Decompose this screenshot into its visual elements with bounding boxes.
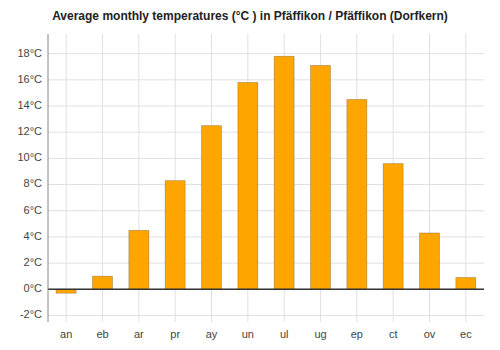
y-grid-line: [48, 53, 484, 54]
y-grid-line: [48, 289, 484, 290]
y-axis: -2°C 0°C 2°C 4°C 6°C 8°C 10°C 12°C 14°C 16°C 18°C: [17, 47, 42, 321]
x-tick-label: ay: [206, 328, 218, 340]
y-grid-line: [48, 263, 484, 264]
bar: [93, 276, 113, 289]
y-tick-label: 14°C: [17, 99, 42, 111]
y-tick-label: 6°C: [24, 204, 43, 216]
y-grid-line: [48, 210, 484, 211]
y-grid-line: [48, 315, 484, 316]
bar: [274, 56, 294, 289]
x-tick-label: ep: [351, 328, 363, 340]
x-tick-label: ov: [424, 328, 436, 340]
x-tick-label: ul: [280, 328, 289, 340]
x-tick-label: pr: [170, 328, 180, 340]
x-tick-label: ct: [389, 328, 398, 340]
bar: [420, 233, 440, 289]
bar: [165, 181, 185, 290]
y-tick-label: 4°C: [24, 230, 43, 242]
y-tick-label: 8°C: [24, 177, 43, 189]
baseline: [48, 289, 484, 291]
y-grid-line: [48, 106, 484, 107]
x-tick-label: ar: [134, 328, 144, 340]
y-grid-line: [48, 184, 484, 185]
chart-title: Average monthly temperatures (°C ) in Pf…: [52, 9, 448, 23]
y-grid-line: [48, 132, 484, 133]
y-tick-label: 12°C: [17, 125, 42, 137]
x-grid-line: [66, 34, 67, 322]
y-tick-label: 0°C: [24, 282, 43, 294]
bar: [129, 230, 149, 289]
page: {"chart_data": {"type": "bar", "title": …: [0, 0, 500, 350]
y-grid-line: [48, 236, 484, 237]
y-tick-label: 18°C: [17, 47, 42, 59]
grid: [48, 34, 484, 322]
y-grid-line: [48, 158, 484, 159]
y-tick-label: 10°C: [17, 151, 42, 163]
y-tick-label: -2°C: [20, 308, 42, 320]
x-tick-label: ec: [460, 328, 472, 340]
chart-svg: -2°C 0°C 2°C 4°C 6°C 8°C 10°C 12°C 14°C 16°C 18°C a…: [0, 0, 500, 350]
x-tick-label: ug: [314, 328, 326, 340]
x-axis: an eb ar pr ay un ul ug ep ct ov ec: [60, 328, 472, 340]
x-tick-label: an: [60, 328, 72, 340]
y-tick-label: 2°C: [24, 256, 43, 268]
bar: [311, 65, 331, 289]
y-axis-line: [48, 34, 49, 322]
y-grid-line: [48, 79, 484, 80]
bar: [238, 82, 258, 289]
bar: [383, 164, 403, 290]
chart-container: -2°C 0°C 2°C 4°C 6°C 8°C 10°C 12°C 14°C 16°C 18°C a…: [0, 0, 500, 350]
bar: [456, 277, 476, 289]
x-tick-label: eb: [96, 328, 108, 340]
x-tick-label: un: [242, 328, 254, 340]
bar: [347, 99, 367, 289]
y-tick-label: 16°C: [17, 73, 42, 85]
bar: [202, 126, 222, 290]
bars: [56, 56, 476, 293]
